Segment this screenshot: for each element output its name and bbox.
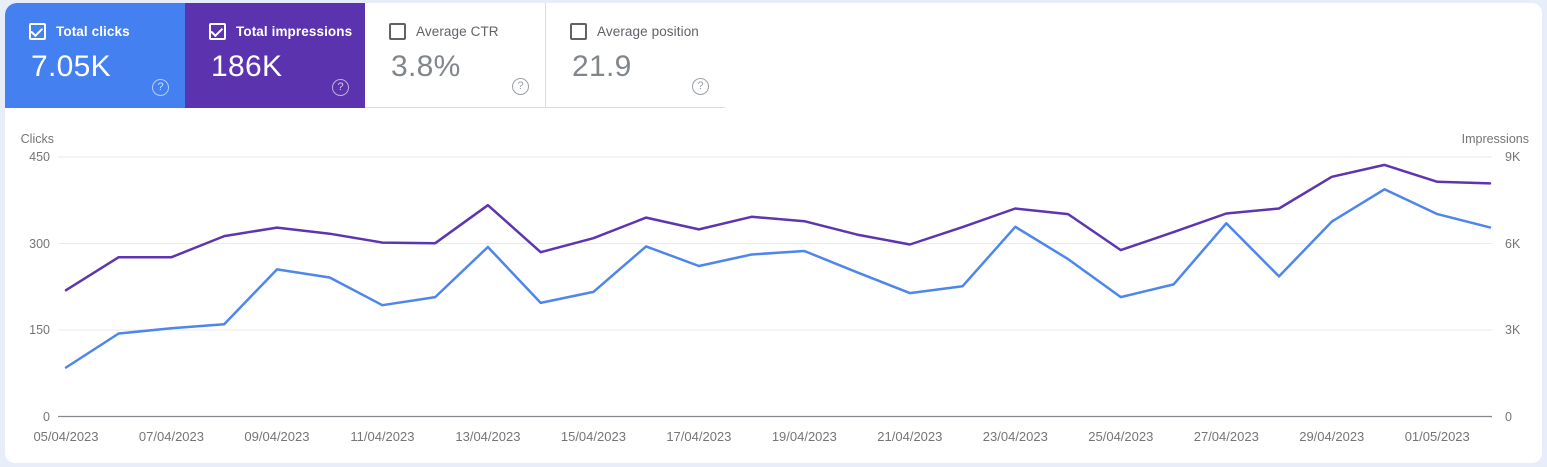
help-icon[interactable]: ? [512,78,529,95]
average-position-header: Average position [570,23,699,40]
help-icon[interactable]: ? [152,79,169,96]
total-clicks-value: 7.05K [31,50,111,83]
average-position-checkbox[interactable] [570,23,587,40]
average-ctr-card[interactable]: Average CTR 3.8% ? [365,3,545,108]
average-position-value: 21.9 [572,50,632,83]
total-clicks-card[interactable]: Total clicks 7.05K ? [5,3,185,108]
help-icon[interactable]: ? [332,79,349,96]
total-impressions-label: Total impressions [236,24,353,39]
performance-panel: Total clicks 7.05K ? Total impressions 1… [5,3,1542,463]
help-icon[interactable]: ? [692,78,709,95]
average-ctr-value: 3.8% [391,50,461,83]
total-impressions-value: 186K [211,50,283,83]
total-impressions-card[interactable]: Total impressions 186K ? [185,3,365,108]
total-impressions-header: Total impressions [209,23,352,40]
average-position-card[interactable]: Average position 21.9 ? [545,3,725,108]
average-ctr-header: Average CTR [389,23,499,40]
total-clicks-checkbox[interactable] [29,23,46,40]
clicks-line[interactable] [64,188,1492,369]
total-clicks-label: Total clicks [56,24,130,39]
total-impressions-checkbox[interactable] [209,23,226,40]
average-ctr-label: Average CTR [416,24,499,39]
total-clicks-header: Total clicks [29,23,130,40]
average-position-label: Average position [597,24,699,39]
average-ctr-checkbox[interactable] [389,23,406,40]
metric-cards: Total clicks 7.05K ? Total impressions 1… [5,3,725,108]
impressions-line[interactable] [64,163,1492,292]
